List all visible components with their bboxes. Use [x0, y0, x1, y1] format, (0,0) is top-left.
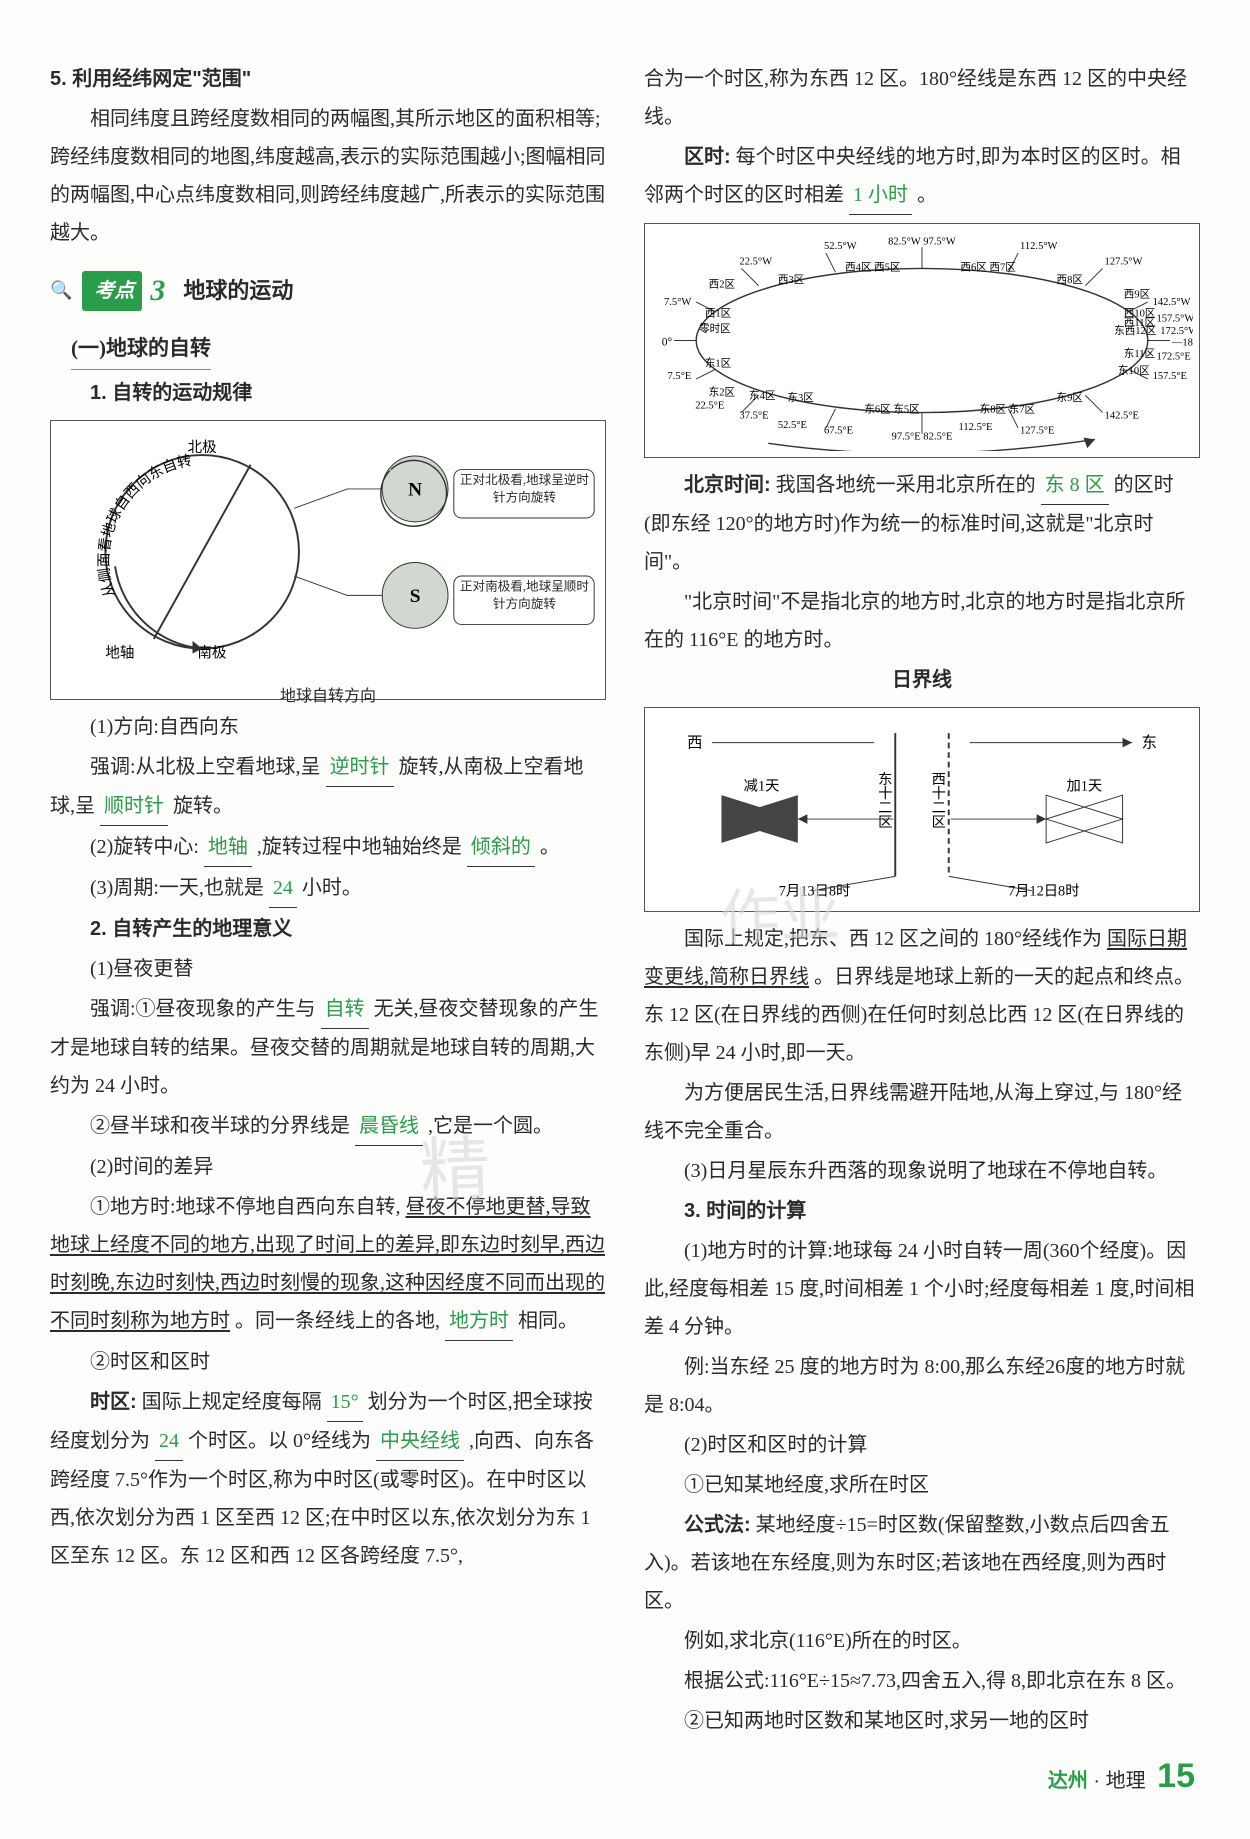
svg-text:52.5°W: 52.5°W: [824, 241, 857, 252]
svg-text:67.5°E: 67.5°E: [824, 426, 853, 437]
figure-earth-rotation: 北极 南极 地轴 从侧面看地球自西向东自转 N 正对北极看,地球呈逆时针方向旋转…: [50, 420, 606, 700]
dateline-title: 日界线: [644, 661, 1200, 699]
e1: (1)昼夜更替: [50, 950, 606, 988]
kaodian-badge: 考点: [82, 271, 142, 311]
svg-text:从侧面看地球自西向东自转: 从侧面看地球自西向东自转: [96, 452, 193, 599]
svg-text:157.5°W: 157.5°W: [1156, 313, 1193, 324]
svg-text:西十二区: 西十二区: [929, 771, 945, 829]
svg-text:142.5°E: 142.5°E: [1105, 410, 1139, 421]
f1: ①地方时:地球不停地自西向东自转, 昼夜不停地更替,导致地球上经度不同的地方,出…: [50, 1188, 606, 1341]
svg-text:22.5°W: 22.5°W: [739, 257, 772, 268]
svg-text:加1天: 加1天: [1066, 777, 1102, 794]
svg-text:97.5°E 82.5°E: 97.5°E 82.5°E: [892, 431, 953, 442]
e1-detail: 强调:①昼夜现象的产生与 自转 无关,昼夜交替现象的产生才是地球自转的结果。昼夜…: [50, 990, 606, 1105]
sec-5-head: 5. 利用经纬网定"范围": [50, 68, 251, 90]
svg-text:东10区: 东10区: [1118, 364, 1150, 377]
svg-text:西8区: 西8区: [1057, 274, 1084, 286]
c2-1: ①已知某地经度,求所在时区: [644, 1466, 1200, 1504]
dir-2: (2)旋转中心: 地轴 ,旋转过程中地轴始终是 倾斜的 。: [50, 828, 606, 867]
svg-text:东9区: 东9区: [1057, 391, 1084, 404]
svg-text:东6区 东5区: 东6区 东5区: [864, 403, 920, 416]
svg-text:7月13日8时: 7月13日8时: [779, 882, 851, 899]
svg-text:西1区: 西1区: [705, 307, 732, 319]
svg-text:地轴: 地轴: [105, 644, 134, 661]
svg-text:82.5°W 97.5°W: 82.5°W 97.5°W: [888, 236, 956, 247]
kaodian-3-header: 🔍 考点 3 地球的运动: [50, 262, 606, 319]
svg-text:7.5°W: 7.5°W: [664, 297, 691, 308]
r-top: 合为一个时区,称为东西 12 区。180°经线是东西 12 区的中央经线。: [644, 60, 1200, 136]
svg-text:142.5°W: 142.5°W: [1153, 297, 1191, 308]
page-number: 15: [1157, 1757, 1195, 1795]
e3: (2)时间的差异: [50, 1148, 606, 1186]
kaodian-number: 3: [150, 262, 165, 319]
sec-5-body: 相同纬度且跨经度数相同的两幅图,其所示地区的面积相等;跨经纬度数相同的地图,纬度…: [50, 100, 606, 252]
gs: 公式法: 某地经度÷15=时区数(保留整数,小数点后四舍五入)。若该地在东经度,…: [644, 1506, 1200, 1620]
r-beijing: 北京时间: 我国各地统一采用北京所在的 东 8 区 的区时(即东经 120°的地…: [644, 466, 1200, 581]
svg-text:东11区: 东11区: [1124, 347, 1156, 360]
dl-p1: 国际上规定,把东、西 12 区之间的 180°经线作为 国际日期变更线,简称日界…: [644, 920, 1200, 1072]
svg-text:西6区 西7区: 西6区 西7区: [960, 261, 1016, 273]
gs-ex2: 根据公式:116°E÷15≈7.73,四舍五入,得 8,即北京在东 8 区。: [644, 1662, 1200, 1700]
figure-timezones: 0° 零时区 —180° 东西12区 22.5°W 52.5°W 82.5°W …: [644, 223, 1200, 458]
g1: 时区: 国际上规定经度每隔 15° 划分为一个时区,把全球按经度划分为 24 个…: [50, 1383, 606, 1575]
dir-1: (1)方向:自西向东: [50, 708, 606, 746]
figure-caption: 地球自转方向: [57, 682, 599, 712]
svg-text:172.5°W: 172.5°W: [1160, 326, 1193, 337]
svg-text:东4区: 东4区: [749, 389, 776, 402]
svg-text:西3区: 西3区: [778, 274, 805, 286]
h-3: 3. 时间的计算: [644, 1192, 1200, 1230]
dir-1-detail: 强调:从北极上空看地球,呈 逆时针 旋转,从南极上空看地球,呈 顺时针 旋转。: [50, 748, 606, 826]
svg-text:西: 西: [687, 734, 702, 751]
svg-text:37.5°E: 37.5°E: [739, 410, 768, 421]
dir-3: (3)周期:一天,也就是 24 小时。: [50, 869, 606, 908]
h-1-1: 1. 自转的运动规律: [50, 374, 606, 412]
svg-text:127.5°E: 127.5°E: [1020, 426, 1054, 437]
svg-text:零时区: 零时区: [699, 323, 731, 335]
svg-text:0°: 0°: [662, 336, 673, 348]
svg-text:北极: 北极: [188, 439, 217, 456]
f2: ②时区和区时: [50, 1343, 606, 1381]
subhead-rotation: (一)地球的自转: [71, 329, 211, 370]
svg-text:52.5°E: 52.5°E: [778, 420, 807, 431]
svg-text:东1区: 东1区: [705, 356, 732, 369]
c2-2: ②已知两地时区数和某地区时,求另一地的区时: [644, 1702, 1200, 1740]
svg-text:西9区: 西9区: [1124, 288, 1151, 300]
svg-text:西2区: 西2区: [709, 279, 736, 291]
figure-dateline: 西 东 东十二区 西十二区 减1天 加1天 7月13日8时 7月12日8时: [644, 707, 1200, 912]
svg-text:157.5°E: 157.5°E: [1153, 371, 1187, 382]
svg-text:东: 东: [1142, 734, 1157, 751]
svg-text:127.5°W: 127.5°W: [1105, 257, 1143, 268]
magnifier-icon: 🔍: [50, 273, 72, 307]
svg-text:172.5°E: 172.5°E: [1156, 352, 1190, 363]
e2: ②昼半球和夜半球的分界线是 晨昏线 ,它是一个圆。: [50, 1107, 606, 1146]
r-beijing2: "北京时间"不是指北京的地方时,北京的地方时是指北京所在的 116°E 的地方时…: [644, 583, 1200, 659]
page-footer: 达州 · 地理 15: [1048, 1744, 1195, 1809]
svg-text:减1天: 减1天: [744, 777, 780, 794]
svg-text:西4区 西5区: 西4区 西5区: [845, 261, 901, 273]
svg-text:N: N: [408, 480, 422, 501]
svg-text:7.5°E: 7.5°E: [668, 371, 692, 382]
gs-ex1: 例如,求北京(116°E)所在的时区。: [644, 1622, 1200, 1660]
svg-text:东8区 东7区: 东8区 东7区: [980, 403, 1036, 416]
c1: (1)地方时的计算:地球每 24 小时自转一周(360个经度)。因此,经度每相差…: [644, 1232, 1200, 1346]
h-1-2: 2. 自转产生的地理意义: [50, 910, 606, 948]
svg-text:22.5°E: 22.5°E: [695, 401, 724, 412]
svg-text:S: S: [410, 586, 421, 607]
c2: (2)时区和区时的计算: [644, 1426, 1200, 1464]
dl-p2: 为方便居民生活,日界线需避开陆地,从海上穿过,与 180°经线不完全重合。: [644, 1074, 1200, 1150]
kaodian-title: 地球的运动: [183, 270, 293, 312]
svg-text:7月12日8时: 7月12日8时: [1008, 882, 1080, 899]
svg-text:东2区: 东2区: [709, 385, 736, 398]
c1-ex: 例:当东经 25 度的地方时为 8:00,那么东经26度的地方时就是 8:04。: [644, 1348, 1200, 1424]
svg-text:西11区: 西11区: [1124, 317, 1156, 329]
svg-text:112.5°E: 112.5°E: [959, 422, 993, 433]
svg-text:南极: 南极: [197, 644, 226, 661]
svg-text:东3区: 东3区: [787, 391, 814, 404]
r-qushi: 区时: 每个时区中央经线的地方时,即为本时区的区时。相邻两个时区的区时相差 1 …: [644, 138, 1200, 215]
svg-text:—180°: —180°: [1171, 337, 1193, 348]
p3: (3)日月星辰东升西落的现象说明了地球在不停地自转。: [644, 1152, 1200, 1190]
svg-text:东十二区: 东十二区: [876, 771, 892, 829]
svg-text:112.5°W: 112.5°W: [1020, 241, 1058, 252]
